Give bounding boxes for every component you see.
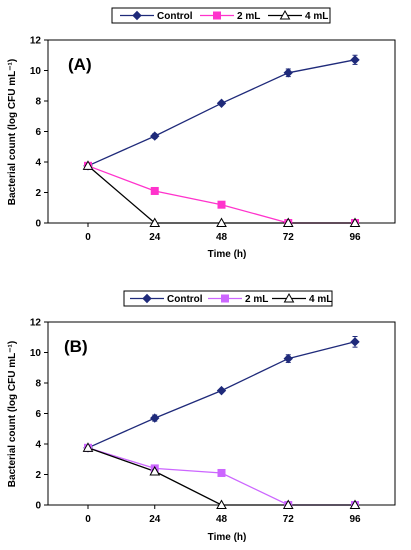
legend-items: Control 2 mL 4 mL — [130, 292, 332, 305]
legend-label: 2 mL — [245, 294, 268, 305]
data-point-4-ml — [216, 499, 227, 509]
data-point-2-ml — [217, 468, 226, 477]
data-point-control — [150, 131, 160, 141]
data-point-4-ml — [149, 465, 161, 476]
panel-label: (A) — [68, 55, 92, 74]
x-axis-title: Time (h) — [208, 532, 247, 543]
y-tick-label: 2 — [35, 188, 41, 199]
legend-label: 4 mL — [305, 11, 328, 22]
legend-label: Control — [157, 11, 193, 22]
y-tick-label: 8 — [35, 97, 41, 108]
legend: Control 2 mL 4 mL — [111, 7, 331, 24]
data-point-2-ml — [150, 186, 159, 195]
x-tick-label: 96 — [349, 232, 361, 243]
data-point-4-ml — [149, 217, 161, 227]
data-point-control — [216, 98, 227, 108]
data-point-4-ml — [216, 217, 227, 227]
data-point-control — [283, 68, 293, 78]
x-tick-label: 48 — [216, 232, 228, 243]
panel-label: (B) — [64, 337, 88, 356]
y-tick-label: 2 — [35, 470, 41, 481]
y-tick-label: 10 — [30, 66, 42, 77]
legend-marker — [213, 11, 221, 20]
legend-label: Control — [167, 294, 203, 305]
x-axis-title: Time (h) — [208, 249, 247, 260]
legend-marker — [279, 9, 291, 20]
legend: Control 2 mL 4 mL — [123, 290, 333, 307]
x-tick-label: 24 — [149, 232, 161, 243]
legend-items: Control 2 mL 4 mL — [120, 9, 328, 22]
y-tick-label: 4 — [35, 158, 41, 169]
y-tick-label: 6 — [35, 409, 41, 420]
legend-label: 4 mL — [309, 294, 332, 305]
x-tick-label: 24 — [149, 514, 161, 525]
x-tick-label: 0 — [85, 514, 91, 525]
x-tick-label: 48 — [216, 514, 228, 525]
x-tick-label: 72 — [283, 514, 295, 525]
data-point-4-ml — [349, 499, 361, 509]
x-tick-label: 0 — [85, 232, 91, 243]
y-tick-label: 0 — [35, 501, 41, 512]
data-point-control — [216, 385, 227, 396]
x-tick-label: 96 — [349, 514, 361, 525]
data-point-2-ml — [217, 200, 226, 209]
plot-frame — [47, 39, 396, 224]
y-tick-label: 6 — [35, 127, 41, 138]
legend-marker — [221, 294, 229, 303]
data-point-4-ml — [282, 499, 294, 509]
data-point-4-ml — [349, 217, 361, 227]
legend-label: 2 mL — [237, 11, 260, 22]
y-tick-label: 4 — [35, 440, 41, 451]
data-point-4-ml — [282, 217, 294, 227]
series-line-4-ml — [87, 165, 355, 224]
y-axis-title: Bacterial count (log CFU mL⁻¹) — [7, 59, 18, 205]
data-point-4-ml — [82, 442, 94, 452]
data-point-control — [150, 413, 160, 423]
x-tick-label: 72 — [283, 232, 295, 243]
data-point-control — [350, 55, 360, 65]
legend-marker — [142, 293, 152, 304]
data-point-control — [283, 353, 293, 364]
series-line-2-ml — [87, 165, 355, 224]
y-axis-title: Bacterial count (log CFU mL⁻¹) — [7, 341, 18, 487]
y-tick-label: 12 — [30, 36, 42, 47]
data-point-control — [350, 337, 360, 347]
series-line-control — [87, 59, 356, 167]
y-tick-label: 10 — [30, 348, 42, 359]
legend-marker — [283, 292, 295, 303]
data-point-4-ml — [82, 160, 94, 170]
y-tick-label: 12 — [30, 318, 42, 329]
plot-frame — [47, 321, 396, 506]
y-tick-label: 0 — [35, 219, 41, 230]
legend-marker — [132, 10, 142, 21]
y-tick-label: 8 — [35, 379, 41, 390]
